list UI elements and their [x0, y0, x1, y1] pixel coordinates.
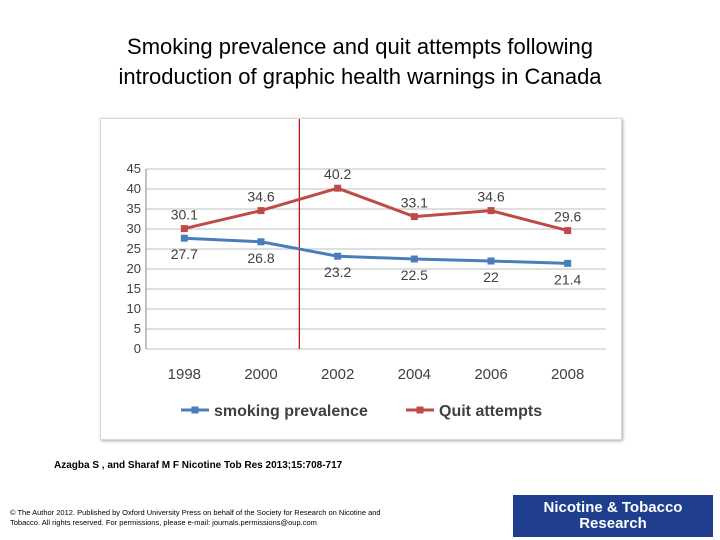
y-tick-label: 0 — [134, 341, 141, 356]
data-label: 29.6 — [554, 209, 581, 225]
legend-swatch-marker — [416, 406, 424, 414]
data-point — [410, 213, 418, 221]
series-line — [184, 236, 568, 265]
data-point — [180, 234, 188, 242]
y-tick-label: 15 — [127, 281, 141, 296]
y-tick-label: 10 — [127, 301, 141, 316]
data-label: 26.8 — [247, 250, 274, 266]
legend-label: smoking prevalence — [214, 403, 368, 420]
data-label: 34.6 — [477, 189, 504, 205]
legend-label: Quit attempts — [439, 403, 542, 420]
data-label: 33.1 — [401, 195, 428, 211]
data-label: 30.1 — [171, 207, 198, 223]
data-label: 22.5 — [401, 267, 428, 283]
data-label: 21.4 — [554, 271, 581, 287]
data-point — [334, 252, 342, 260]
legend-swatch-marker — [191, 406, 199, 414]
chart-frame: 0 5 10 15 20 25 30 35 40 45 1998 2000 2002 2004 2006 20… — [100, 118, 622, 440]
data-point — [410, 255, 418, 263]
x-tick-label: 2004 — [398, 366, 431, 383]
data-point — [334, 184, 342, 192]
y-tick-label: 35 — [127, 201, 141, 216]
y-tick-label: 25 — [127, 241, 141, 256]
data-point — [487, 257, 495, 265]
data-label: 34.6 — [247, 189, 274, 205]
journal-logo-line2: Research — [579, 515, 647, 532]
x-tick-label: 2008 — [551, 366, 584, 383]
data-point — [487, 207, 495, 215]
data-point — [564, 227, 572, 235]
data-label: 27.7 — [171, 246, 198, 262]
y-tick-label: 30 — [127, 221, 141, 236]
y-tick-label: 45 — [127, 161, 141, 176]
series-line — [183, 186, 569, 233]
y-tick-label: 40 — [127, 181, 141, 196]
x-tick-label: 2002 — [321, 366, 354, 383]
slide-title-line1: Smoking prevalence and quit attempts fol… — [127, 34, 593, 59]
journal-logo: Nicotine & Tobacco Research — [513, 495, 713, 537]
journal-logo-line1: Nicotine & Tobacco — [543, 499, 683, 516]
data-point — [257, 207, 265, 215]
line-chart: 0 5 10 15 20 25 30 35 40 45 1998 2000 2002 2004 2006 20… — [127, 119, 606, 420]
slide-title-line2: introduction of graphic health warnings … — [118, 64, 602, 89]
y-tick-label: 5 — [134, 321, 141, 336]
slide-title: Smoking prevalence and quit attempts fol… — [40, 32, 680, 92]
data-label: 40.2 — [324, 166, 351, 182]
x-tick-label: 1998 — [168, 366, 201, 383]
data-point — [564, 259, 572, 267]
x-tick-label: 2006 — [474, 366, 507, 383]
data-point — [180, 225, 188, 233]
x-tick-label: 2000 — [244, 366, 277, 383]
data-label: 23.2 — [324, 264, 351, 280]
copyright-text: © The Author 2012. Published by Oxford U… — [10, 508, 381, 527]
y-tick-label: 20 — [127, 261, 141, 276]
data-point — [257, 238, 265, 246]
citation-text: Azagba S , and Sharaf M F Nicotine Tob R… — [54, 460, 343, 471]
data-label: 22 — [483, 269, 499, 285]
